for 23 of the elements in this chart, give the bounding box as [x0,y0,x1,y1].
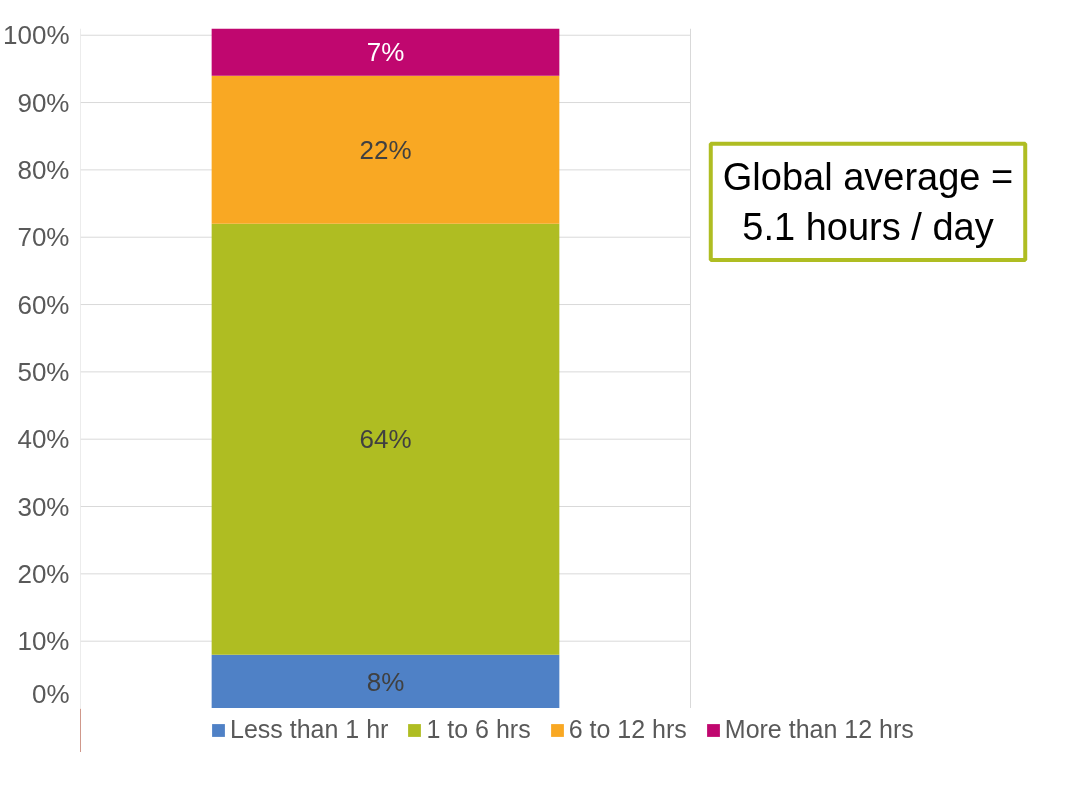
y-tick-label: 40% [17,424,70,455]
data-label: 8% [366,666,405,697]
y-tick-label: 0% [31,678,70,709]
y-tick-label: 80% [17,154,70,185]
legend-label: 6 to 12 hrs [568,715,687,744]
legend-label: 1 to 6 hrs [426,715,531,744]
data-label: 64% [359,424,412,455]
y-tick-label: 30% [17,491,70,522]
y-tick-label: 70% [17,222,70,253]
y-tick-label: 60% [17,289,70,320]
bar [211,28,560,76]
y-tick-label: 10% [17,626,70,657]
bar [211,75,560,224]
y-tick-label: 90% [17,87,70,118]
y-tick-label: 100% [3,20,70,51]
legend-label: More than 12 hrs [724,715,914,744]
legend-label: Less than 1 hr [230,715,389,744]
data-label: 22% [359,134,412,165]
y-tick-label: 20% [17,558,70,589]
bar [211,223,560,655]
text: Global average = 5.1 hours / day [722,155,1014,249]
y-tick-label: 50% [17,356,70,387]
data-label: 7% [366,37,405,68]
